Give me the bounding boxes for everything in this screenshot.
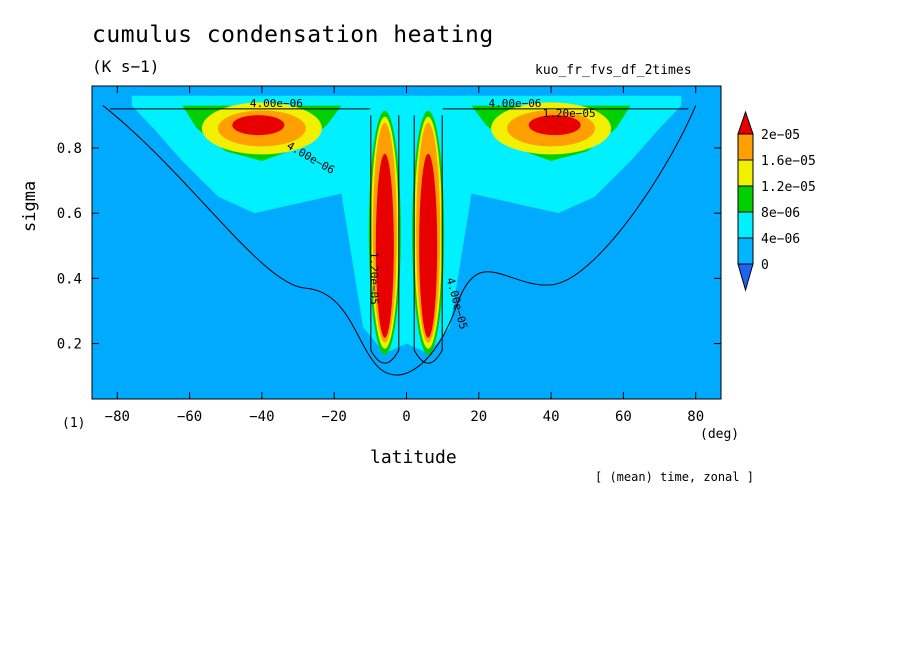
colorbar-label: 8e−06 [761, 206, 800, 221]
x-tick-label: 0 [402, 409, 410, 425]
x-axis-unit: (deg) [700, 427, 740, 442]
colorbar-label: 4e−06 [761, 232, 800, 247]
x-tick-label: 60 [615, 409, 632, 425]
colorbar-label: 1.2e−05 [761, 180, 816, 195]
colorbar-top-arrow [737, 110, 754, 135]
contour-line-tower-0 [370, 115, 400, 364]
field-level-2e-05-north [528, 115, 581, 136]
colorbar-swatch [737, 185, 754, 213]
x-tick-label: −80 [105, 409, 130, 425]
contour-label: 1.20e−05 [367, 252, 380, 305]
contour-label: 4.00e−06 [250, 97, 303, 110]
x-tick-label: −60 [177, 409, 202, 425]
field-level-4e-06 [131, 95, 682, 354]
contour-line-tower-1 [413, 115, 443, 364]
y-tick-label: 0.4 [57, 271, 82, 287]
colorbar-label: 1.6e−05 [761, 154, 816, 169]
x-tick-label: −20 [322, 409, 347, 425]
contour-label: 1.20e−05 [543, 107, 596, 120]
colorbar-label: 2e−05 [761, 128, 800, 143]
run-name-label: kuo_fr_fvs_df_2times [535, 63, 692, 78]
y-tick-label: 0.2 [57, 337, 82, 353]
colorbar-swatch [737, 133, 754, 161]
x-tick-label: 40 [543, 409, 560, 425]
contour-line-outer [102, 105, 697, 376]
colorbar-swatch [737, 159, 754, 187]
field-tower-2e-05-south [375, 153, 394, 338]
colorbar-swatch [737, 211, 754, 239]
units-label: (K s−1) [92, 57, 160, 76]
footnote: [ (mean) time, zonal ] [595, 470, 754, 484]
y-tick-label: 0.8 [57, 141, 82, 157]
x-tick-label: −40 [249, 409, 274, 425]
field-tower-2e-05-north [419, 153, 438, 338]
x-tick-label: 20 [470, 409, 487, 425]
x-tick-label: 80 [687, 409, 704, 425]
colorbar-label: 0 [761, 258, 769, 273]
chart-title: cumulus condensation heating [92, 22, 494, 48]
contour-label: 4.00e−06 [488, 97, 541, 110]
field-level-2e-05-south [232, 115, 285, 136]
y-tick-label: 0.6 [57, 206, 82, 222]
colorbar-swatch [737, 237, 754, 265]
colorbar-bottom-arrow [737, 263, 754, 292]
panel-id: (1) [62, 416, 86, 431]
x-axis-label: latitude [370, 447, 457, 468]
